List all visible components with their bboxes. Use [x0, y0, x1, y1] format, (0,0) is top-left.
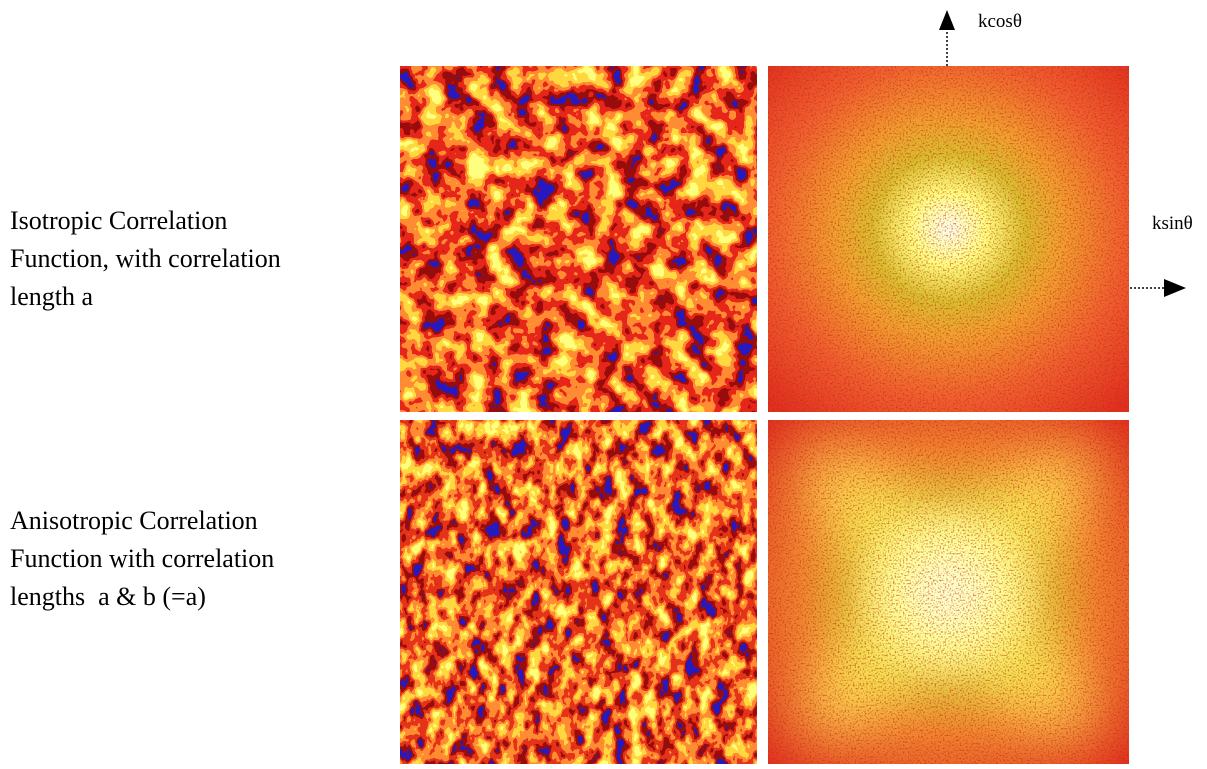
row-label: Function with correlation	[10, 544, 274, 573]
isotropic-spectrum	[768, 66, 1129, 412]
anisotropic-field	[400, 420, 757, 764]
vertical-axis-arrow	[939, 10, 955, 66]
row-label: lengths a & b (=a)	[10, 582, 206, 611]
horizontal-axis-label: ksinθ	[1152, 213, 1193, 234]
row-label: Anisotropic Correlation	[10, 506, 258, 535]
isotropic-field	[400, 66, 757, 412]
row-label: Isotropic Correlation	[10, 206, 227, 235]
anisotropic-spectrum	[768, 420, 1129, 764]
vertical-axis-label: kcosθ	[978, 11, 1022, 32]
row-label: Function, with correlation	[10, 244, 281, 273]
row-label: length a	[10, 282, 93, 311]
horizontal-axis-arrow	[1130, 279, 1186, 297]
